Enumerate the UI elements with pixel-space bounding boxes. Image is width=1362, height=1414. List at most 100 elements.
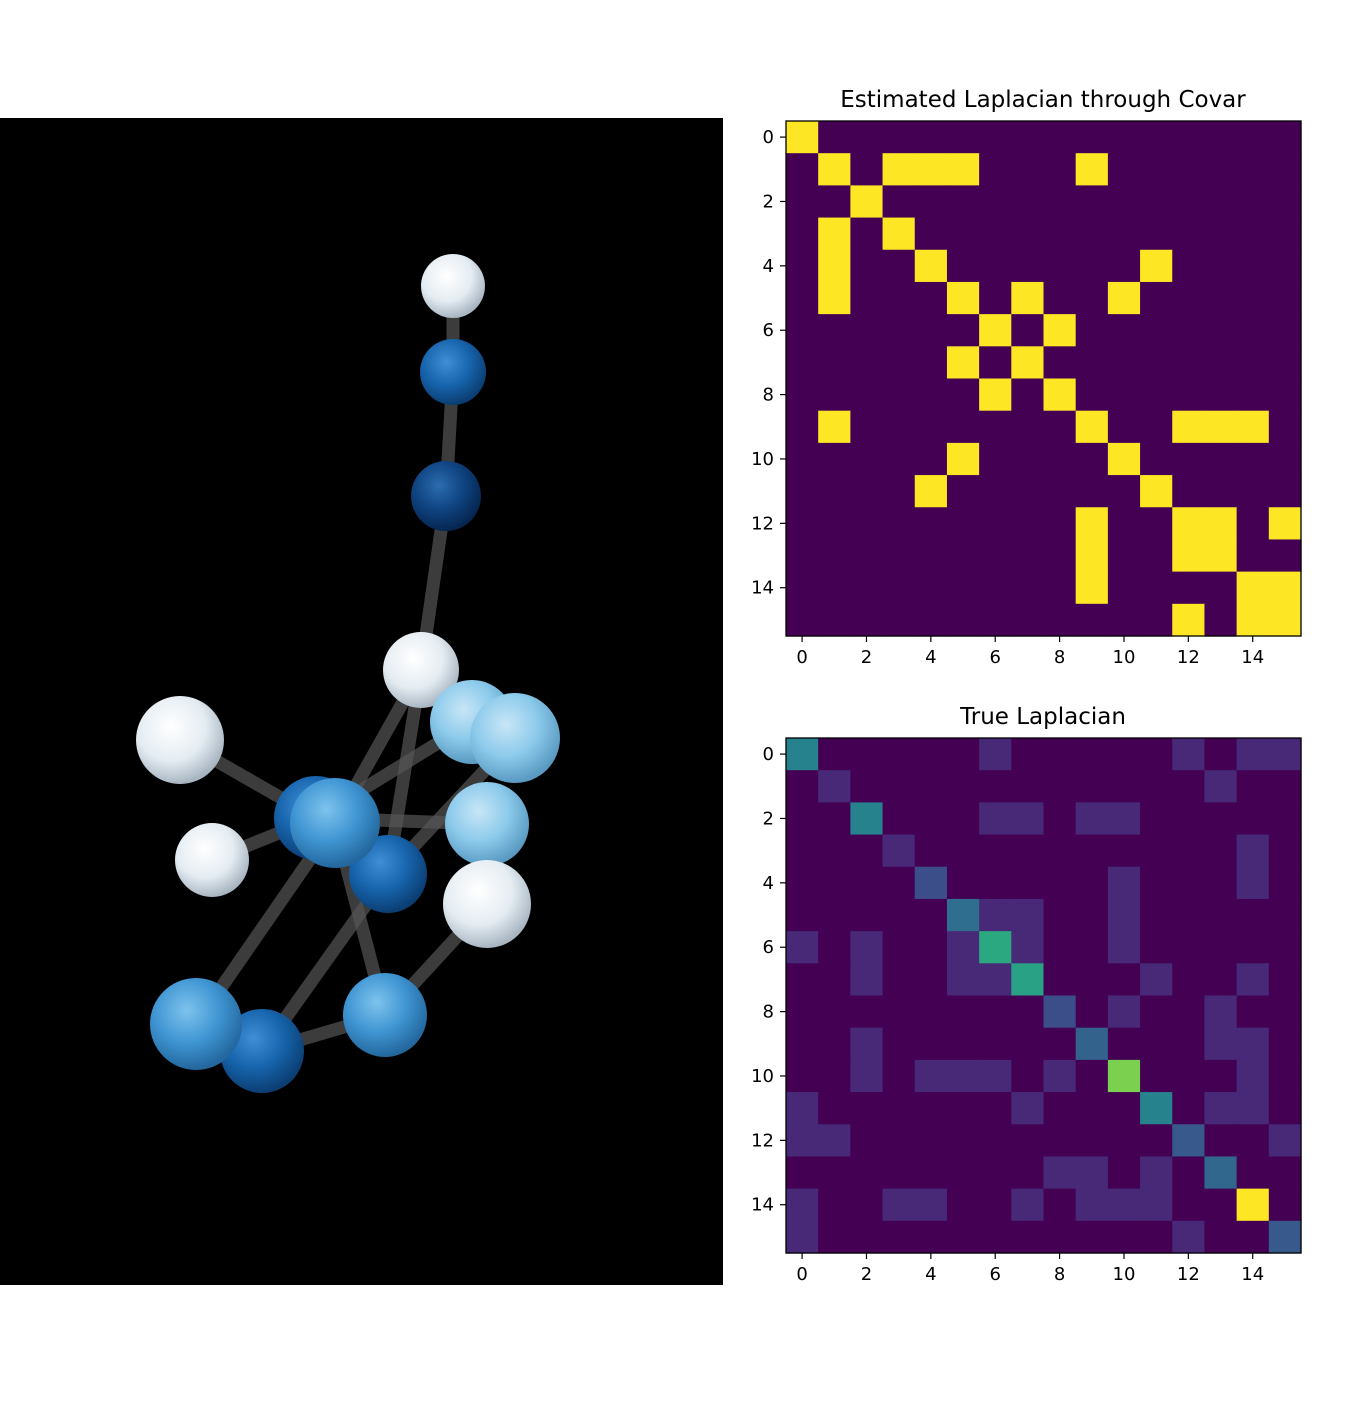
true-cell-12-5 (946, 1124, 980, 1158)
estimated-cell-2-7 (1011, 185, 1045, 219)
estimated-cell-7-8 (1043, 346, 1077, 380)
true-cell-14-15 (1268, 1188, 1302, 1222)
true-cell-1-10 (1107, 770, 1141, 803)
estimated-cell-5-8 (1043, 281, 1077, 315)
true-cell-7-11 (1140, 963, 1173, 997)
true-cell-1-14 (1236, 770, 1270, 803)
estimated-cell-6-7 (1011, 314, 1045, 347)
true-cell-5-7 (1011, 898, 1045, 932)
true-cell-4-9 (1075, 866, 1109, 900)
true-cell-1-7 (1011, 770, 1045, 803)
estimated-cell-3-1 (818, 217, 851, 251)
estimated-cell-7-11 (1140, 346, 1173, 380)
true-cell-14-5 (946, 1188, 980, 1222)
true-cell-10-5 (946, 1059, 980, 1093)
true-cell-11-7 (1011, 1092, 1045, 1125)
estimated-cell-12-14 (1236, 507, 1270, 541)
true-cell-1-12 (1172, 770, 1206, 803)
true-cell-3-12 (1172, 834, 1206, 868)
estimated-cell-12-10 (1107, 507, 1141, 541)
estimated-cell-9-10 (1107, 410, 1141, 444)
estimated-cell-9-4 (914, 410, 948, 444)
estimated-cell-12-15 (1268, 507, 1302, 541)
true-cell-14-7 (1011, 1188, 1045, 1222)
true-cell-2-15 (1268, 802, 1302, 836)
estimated-cell-7-6 (979, 346, 1012, 380)
estimated-cell-1-2 (850, 153, 884, 186)
estimated-cell-13-4 (914, 539, 948, 573)
estimated-cell-13-1 (818, 539, 851, 573)
estimated-cell-8-5 (946, 378, 980, 412)
estimated-cell-5-9 (1075, 281, 1109, 315)
estimated-cell-4-15 (1268, 249, 1302, 283)
true-cell-4-7 (1011, 866, 1045, 900)
true-cell-5-8 (1043, 898, 1077, 932)
estimated-ytick-label: 6 (763, 320, 774, 341)
true-cell-1-4 (914, 770, 948, 803)
true-cell-8-2 (850, 995, 884, 1029)
estimated-cell-9-9 (1075, 410, 1109, 444)
estimated-cell-15-11 (1140, 603, 1173, 637)
estimated-cell-9-1 (818, 410, 851, 444)
true-cell-12-7 (1011, 1124, 1045, 1158)
true-cell-7-5 (946, 963, 980, 997)
estimated-cell-2-12 (1172, 185, 1206, 219)
estimated-cell-12-8 (1043, 507, 1077, 541)
estimated-cell-11-9 (1075, 475, 1109, 508)
estimated-cell-7-15 (1268, 346, 1302, 380)
estimated-cell-1-9 (1075, 153, 1109, 186)
estimated-cell-11-2 (850, 475, 884, 508)
estimated-cell-2-14 (1236, 185, 1270, 219)
estimated-cell-1-11 (1140, 153, 1173, 186)
estimated-cell-10-6 (979, 442, 1012, 476)
true-cell-6-2 (850, 931, 884, 964)
estimated-cell-11-10 (1107, 475, 1141, 508)
true-cell-12-12 (1172, 1124, 1206, 1158)
estimated-cell-11-8 (1043, 475, 1077, 508)
true-cell-13-9 (1075, 1156, 1109, 1190)
true-cell-5-1 (818, 898, 851, 932)
estimated-cell-0-9 (1075, 121, 1109, 154)
true-cell-11-5 (946, 1092, 980, 1125)
estimated-cell-14-9 (1075, 571, 1109, 605)
true-cell-5-15 (1268, 898, 1302, 932)
true-cell-5-0 (786, 898, 819, 932)
true-cell-1-2 (850, 770, 884, 803)
estimated-cell-15-10 (1107, 603, 1141, 637)
estimated-cell-4-5 (946, 249, 980, 283)
true-cell-10-9 (1075, 1059, 1109, 1093)
true-ytick-label: 14 (751, 1195, 774, 1216)
true-cell-6-12 (1172, 931, 1206, 964)
true-cell-9-1 (818, 1027, 851, 1061)
true-cell-12-6 (979, 1124, 1012, 1158)
estimated-cell-3-14 (1236, 217, 1270, 251)
true-cell-8-14 (1236, 995, 1270, 1029)
true-cell-7-4 (914, 963, 948, 997)
true-cell-15-13 (1204, 1220, 1238, 1254)
true-cell-12-10 (1107, 1124, 1141, 1158)
estimated-cell-4-2 (850, 249, 884, 283)
estimated-cell-3-7 (1011, 217, 1045, 251)
true-cell-10-4 (914, 1059, 948, 1093)
true-cell-13-2 (850, 1156, 884, 1190)
estimated-cell-15-3 (882, 603, 916, 637)
true-cell-12-0 (786, 1124, 819, 1158)
estimated-cell-15-7 (1011, 603, 1045, 637)
estimated-cell-8-1 (818, 378, 851, 412)
estimated-cell-4-4 (914, 249, 948, 283)
true-cell-11-0 (786, 1092, 819, 1125)
true-cell-9-4 (914, 1027, 948, 1061)
estimated-xtick-label: 10 (1113, 647, 1136, 668)
true-cell-6-8 (1043, 931, 1077, 964)
true-cell-6-6 (979, 931, 1012, 964)
estimated-laplacian-axes: 0 2 4 6 8 10 12 14 0 2 4 6 8 10 12 14 (751, 120, 1302, 668)
estimated-cell-10-12 (1172, 442, 1206, 476)
estimated-cell-3-5 (946, 217, 980, 251)
true-cell-15-10 (1107, 1220, 1141, 1254)
true-cell-1-9 (1075, 770, 1109, 803)
estimated-cell-13-12 (1172, 539, 1206, 573)
estimated-cell-10-2 (850, 442, 884, 476)
estimated-cell-9-3 (882, 410, 916, 444)
estimated-cell-8-7 (1011, 378, 1045, 412)
true-cell-7-7 (1011, 963, 1045, 997)
